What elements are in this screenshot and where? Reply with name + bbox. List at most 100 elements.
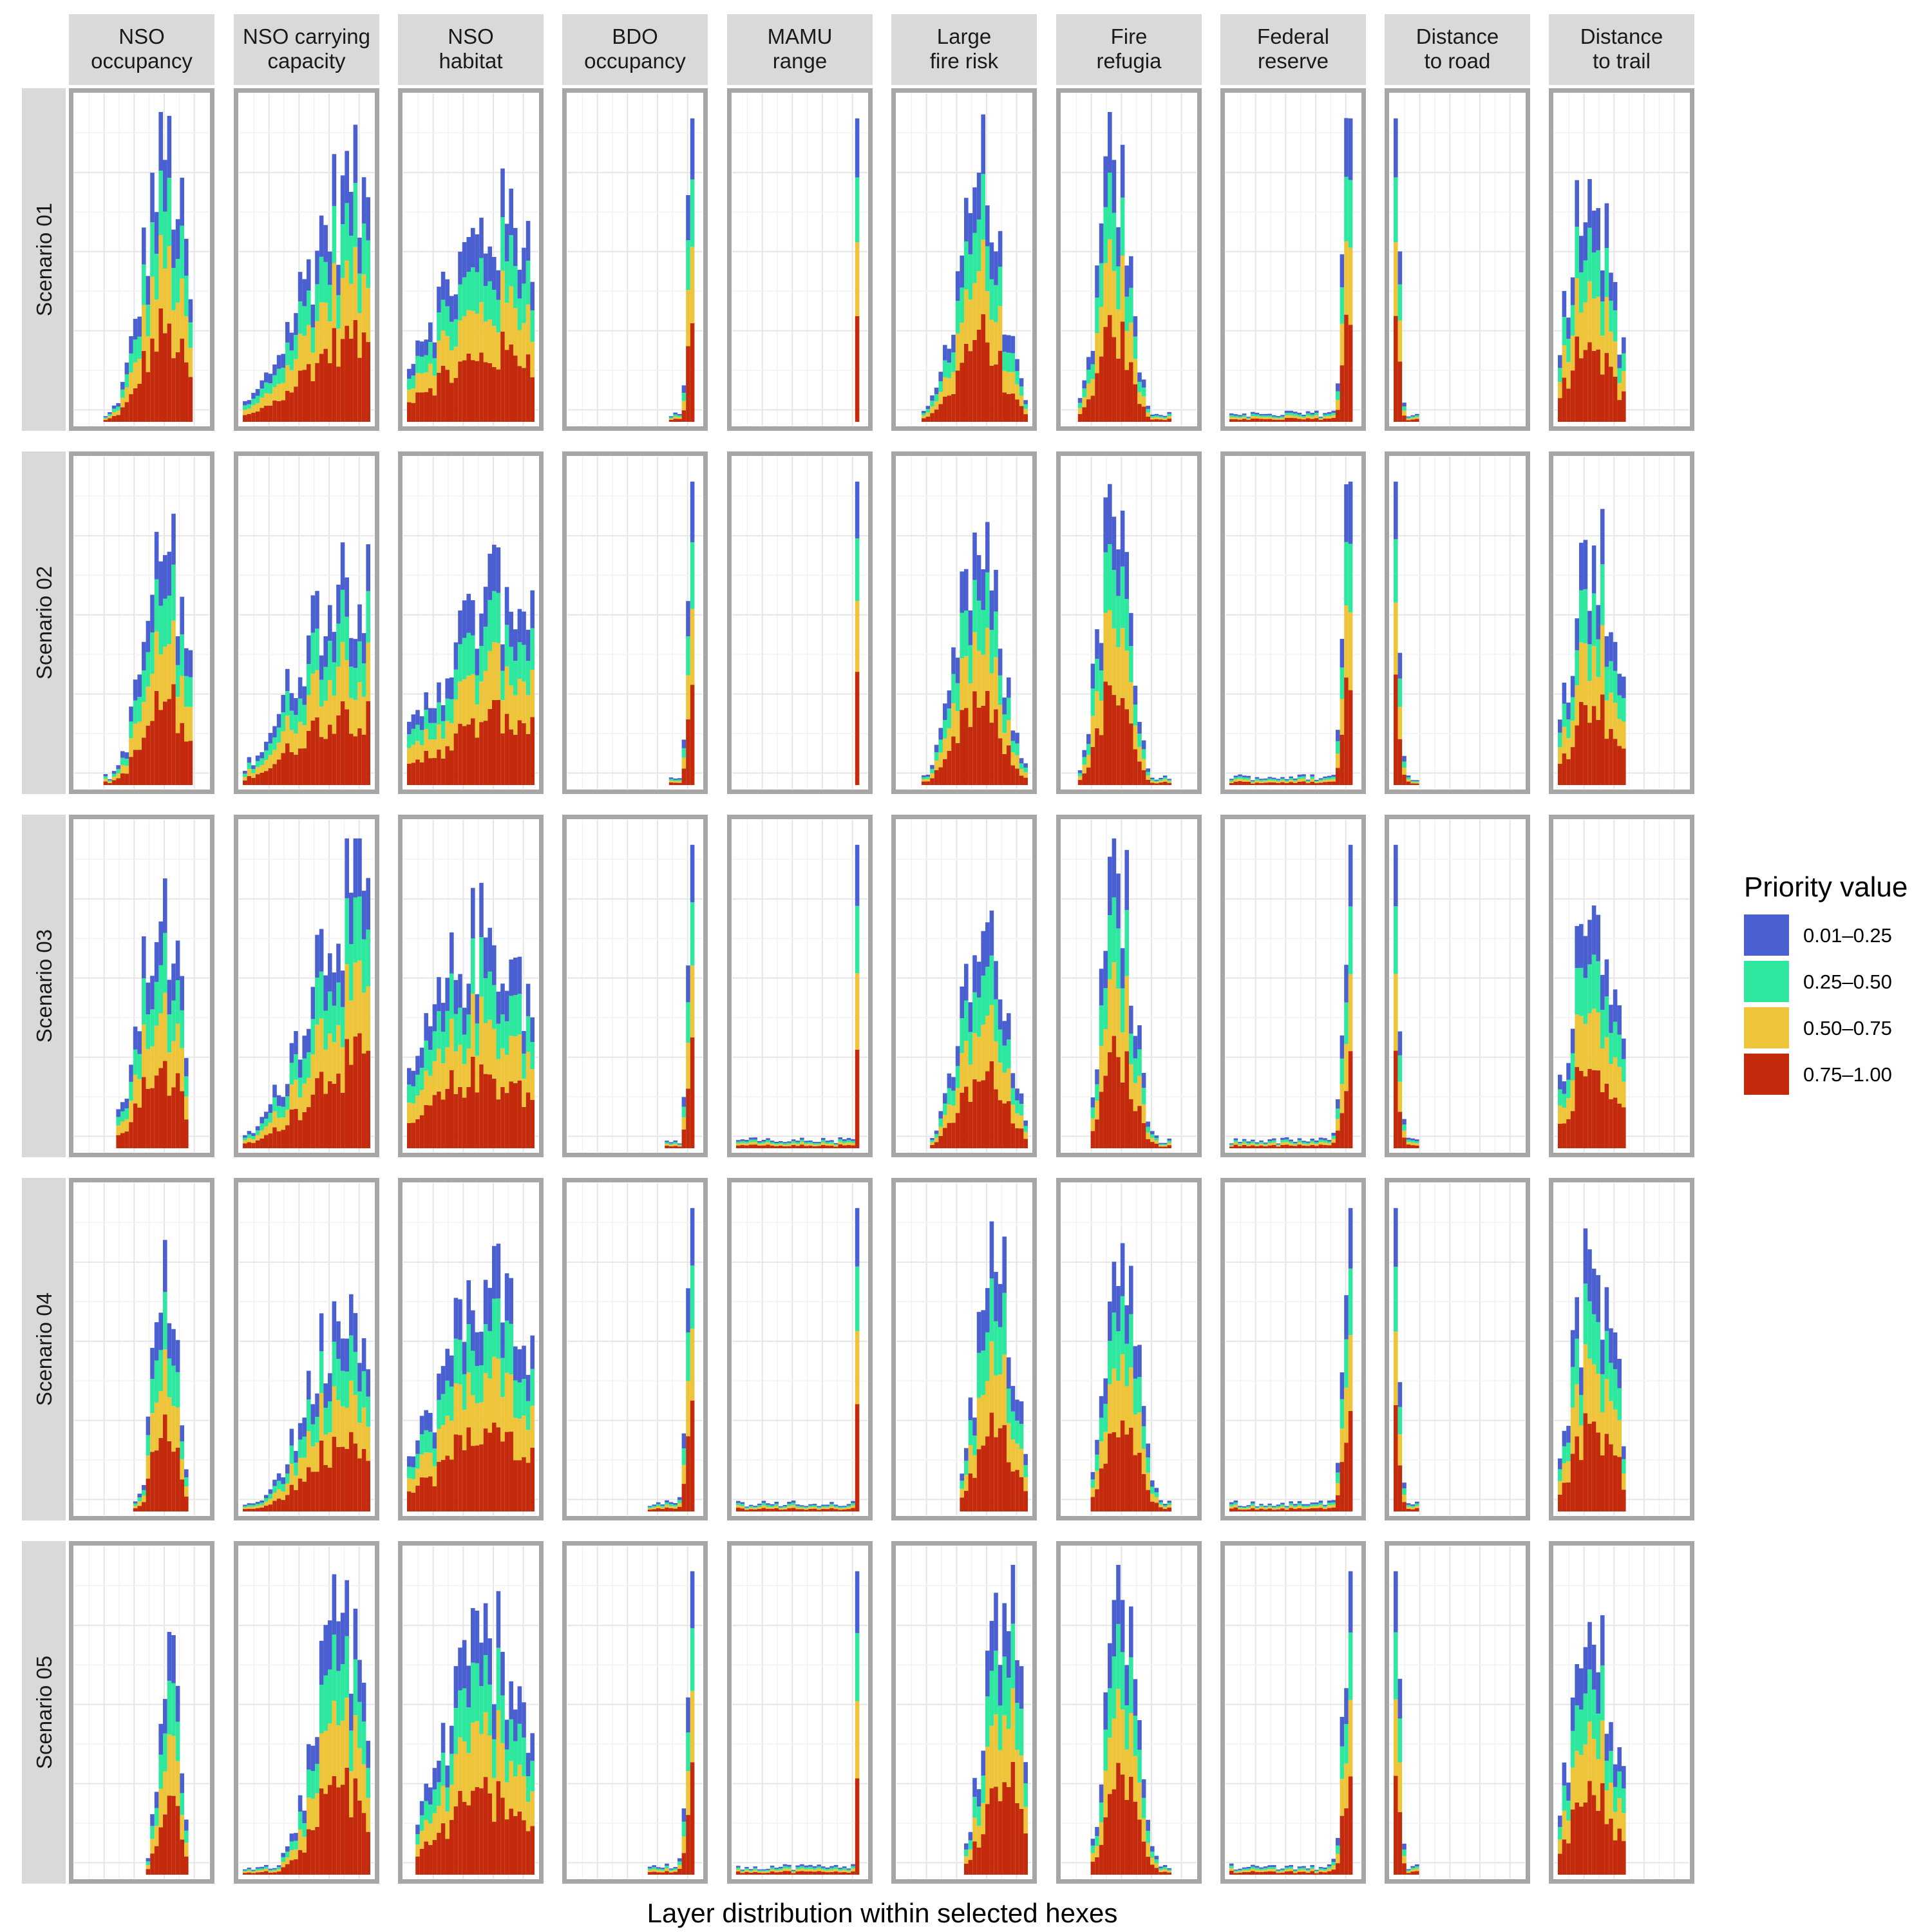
histogram-bar-segment <box>774 1872 779 1875</box>
histogram-bar-segment <box>985 1747 990 1804</box>
histogram-bar-segment <box>336 1025 341 1074</box>
histogram-bar-segment <box>1591 1689 1596 1739</box>
histogram-bar-segment <box>825 1142 830 1144</box>
histogram-bar-segment <box>517 330 522 366</box>
histogram-bar-segment <box>1090 1118 1095 1132</box>
histogram-bar-segment <box>175 665 180 697</box>
histogram-bar-segment <box>475 994 480 1024</box>
histogram-bar-segment <box>1284 783 1289 785</box>
histogram-bar-segment <box>281 383 285 401</box>
histogram-bar-segment <box>1108 1341 1112 1385</box>
legend-swatch <box>1744 1007 1789 1048</box>
histogram-bar-segment <box>846 1509 851 1511</box>
histogram-bar-segment <box>943 703 947 721</box>
histogram-bar-segment <box>736 1869 741 1871</box>
histogram-bar-segment <box>1238 1508 1242 1510</box>
histogram-bar-segment <box>445 1811 450 1839</box>
histogram-bar-segment <box>357 960 362 1034</box>
histogram-bar-segment <box>1023 400 1028 404</box>
histogram-bar-segment <box>340 542 345 590</box>
histogram-bar-segment <box>838 1510 842 1511</box>
histogram-bar-segment <box>276 1871 281 1875</box>
histogram-bar-segment <box>345 1698 349 1768</box>
histogram-bar-segment <box>310 1424 316 1447</box>
histogram-bar-segment <box>1276 1145 1281 1147</box>
histogram-bar-segment <box>1137 1106 1142 1148</box>
histogram-bar-segment <box>681 410 687 422</box>
panel-fire_refugia-3 <box>1056 815 1202 1157</box>
histogram-bar-segment <box>930 778 934 785</box>
histogram-bar-segment <box>1344 484 1349 542</box>
histogram-bar-segment <box>1394 316 1398 422</box>
panel-border <box>1385 1178 1530 1520</box>
histogram-bar-segment <box>129 721 133 739</box>
histogram-bar-segment <box>656 1867 661 1869</box>
legend-title: Priority value <box>1744 871 1908 903</box>
histogram-bar-segment <box>163 1733 167 1772</box>
histogram-bar-segment <box>445 306 450 336</box>
histogram-bar-segment <box>930 1144 934 1148</box>
histogram-bar-segment <box>998 350 1003 422</box>
histogram-bar-segment <box>1263 1143 1268 1145</box>
histogram-bar-segment <box>353 319 358 422</box>
panel-border <box>1056 1541 1202 1884</box>
histogram-bar-segment <box>302 1417 307 1437</box>
histogram-bar-segment <box>133 750 138 785</box>
histogram-bar-segment <box>1159 1145 1163 1147</box>
histogram-bar-segment <box>1562 1108 1567 1124</box>
histogram-bar-segment <box>1609 366 1613 422</box>
histogram-bar-segment <box>496 1591 501 1648</box>
histogram-bar-segment <box>167 699 172 785</box>
histogram-bar-segment <box>276 1481 281 1490</box>
histogram-bar-segment <box>415 1834 420 1845</box>
histogram-bar-segment <box>1137 1750 1142 1783</box>
histogram-bar-segment <box>673 1144 677 1146</box>
histogram-bar-segment <box>1099 307 1104 357</box>
histogram-bar-segment <box>1242 415 1247 417</box>
histogram-bar-segment <box>366 591 370 643</box>
histogram-bar-segment <box>766 1142 770 1145</box>
histogram-bar-segment <box>1310 1866 1314 1869</box>
histogram-bar-segment <box>328 1785 332 1875</box>
histogram-bar-segment <box>488 927 492 972</box>
histogram-bar-segment <box>1575 725 1579 785</box>
histogram-bar-segment <box>171 268 176 310</box>
histogram-bar-segment <box>930 395 934 401</box>
histogram-bar-segment <box>673 779 677 781</box>
panel-bdo_occupancy-3 <box>562 815 708 1157</box>
histogram-bar-segment <box>163 1699 167 1734</box>
histogram-bar-segment <box>1233 775 1238 778</box>
histogram-bar-segment <box>681 739 687 748</box>
panel-background <box>567 457 703 789</box>
histogram-bar-segment <box>458 610 462 645</box>
histogram-bar-segment <box>1124 1665 1129 1705</box>
histogram-bar-segment <box>276 727 281 743</box>
histogram-bar-segment <box>437 340 441 373</box>
histogram-bar-segment <box>740 1871 745 1873</box>
histogram-bar-segment <box>243 415 247 422</box>
histogram-bar-segment <box>1154 1135 1159 1138</box>
histogram-bar-segment <box>761 1141 766 1144</box>
histogram-bar-segment <box>1575 1802 1579 1875</box>
histogram-bar-segment <box>1276 1509 1281 1511</box>
histogram-bar-segment <box>1120 1709 1125 1775</box>
histogram-bar-segment <box>994 1375 998 1437</box>
histogram-bar-segment <box>453 1298 459 1339</box>
histogram-bar-segment <box>1289 1866 1293 1869</box>
histogram-bar-segment <box>833 1146 838 1148</box>
histogram-bar-segment <box>1410 1866 1415 1868</box>
histogram-bar-segment <box>137 1054 142 1079</box>
histogram-bar-segment <box>272 1127 277 1148</box>
histogram-bar-segment <box>184 316 189 363</box>
histogram-bar-segment <box>787 1871 791 1875</box>
panel-border <box>727 1541 873 1884</box>
histogram-bar-segment <box>1162 1509 1168 1511</box>
histogram-bar-segment <box>1019 1424 1024 1449</box>
histogram-bar-segment <box>1141 1797 1146 1819</box>
histogram-bar-segment <box>1562 1810 1567 1840</box>
histogram-bar-segment <box>251 405 256 413</box>
histogram-bar-segment <box>154 579 159 632</box>
histogram-bar-segment <box>855 973 860 1050</box>
histogram-bar-segment <box>800 1137 804 1140</box>
histogram-bar-segment <box>1159 782 1163 785</box>
